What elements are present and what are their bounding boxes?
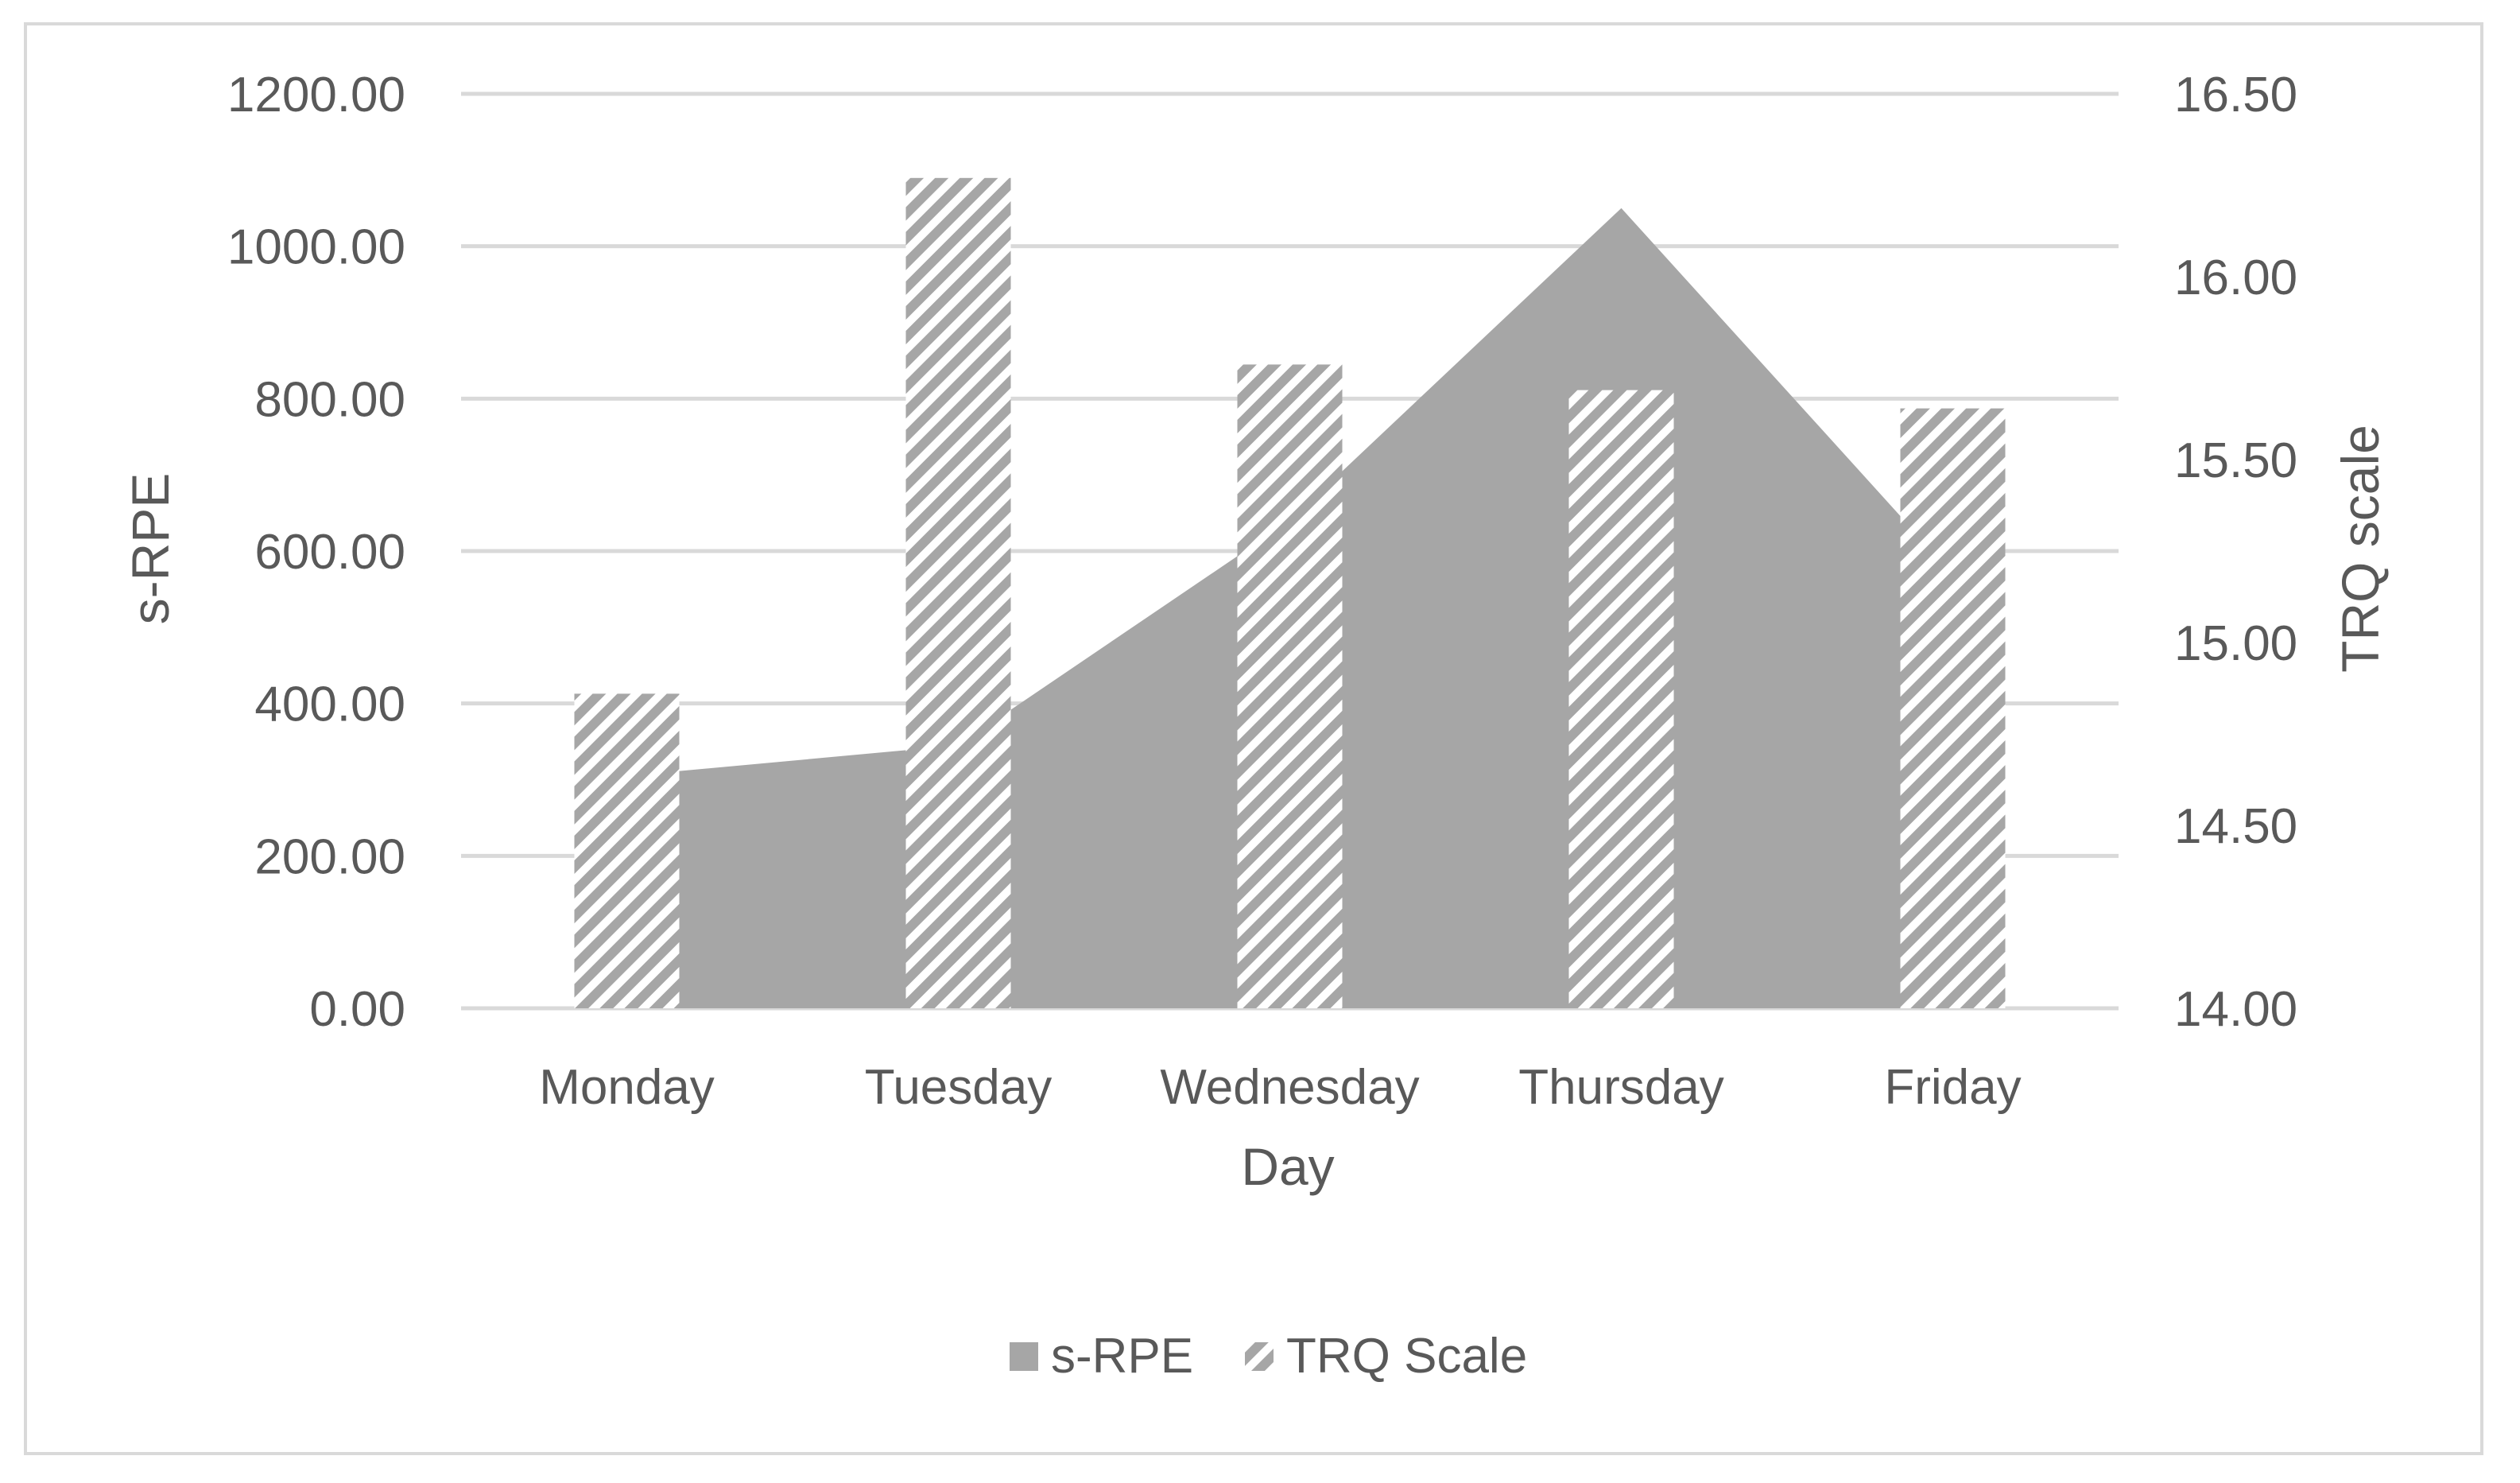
legend-label-s-rpe: s-RPE [1051, 1329, 1193, 1384]
y-tick-label: 1200.00 [227, 68, 405, 122]
legend-swatch-trq-scale [1245, 1342, 1274, 1371]
y2-tick-label: 16.50 [2174, 68, 2297, 122]
y-tick-label: 200.00 [254, 829, 405, 884]
y2-tick-label: 15.00 [2174, 616, 2297, 671]
x-axis-title: Day [1241, 1137, 1334, 1196]
x-tick-label: Friday [1884, 1060, 2021, 1115]
trq-bar [1568, 390, 1674, 1009]
left-axis-ticks: 0.00 200.00 400.00 600.00 800.00 1000.00 1200.… [227, 68, 405, 1037]
y2-tick-label: 14.50 [2174, 799, 2297, 854]
x-tick-label: Thursday [1518, 1060, 1723, 1115]
legend-swatch-s-rpe [1010, 1342, 1038, 1371]
trq-bar [905, 177, 1011, 1008]
trq-bar-layer [574, 177, 2006, 1009]
legend-label-trq-scale: TRQ Scale [1286, 1329, 1527, 1384]
y-axis-title: s-RPE [121, 473, 180, 625]
y2-tick-label: 16.00 [2174, 250, 2297, 305]
y2-tick-label: 15.50 [2174, 433, 2297, 488]
right-axis-ticks: 14.00 14.50 15.00 15.50 16.00 16.50 [2174, 68, 2297, 1037]
y-tick-label: 0.00 [309, 982, 405, 1037]
x-axis-ticks: Monday Tuesday Wednesday Thursday Friday [539, 1060, 2021, 1115]
trq-bar [1900, 408, 2006, 1008]
x-tick-label: Wednesday [1160, 1060, 1419, 1115]
trq-bar [1237, 364, 1343, 1008]
legend: s-RPE TRQ Scale [1010, 1329, 1527, 1384]
x-tick-label: Tuesday [865, 1060, 1053, 1115]
x-tick-label: Monday [539, 1060, 715, 1115]
trq-bar [574, 693, 680, 1008]
y2-axis-title: TRQ scale [2331, 425, 2390, 673]
y-tick-label: 400.00 [254, 677, 405, 732]
y-tick-label: 600.00 [254, 525, 405, 580]
y-tick-label: 1000.00 [227, 220, 405, 275]
y2-tick-label: 14.00 [2174, 982, 2297, 1037]
y-tick-label: 800.00 [254, 372, 405, 427]
